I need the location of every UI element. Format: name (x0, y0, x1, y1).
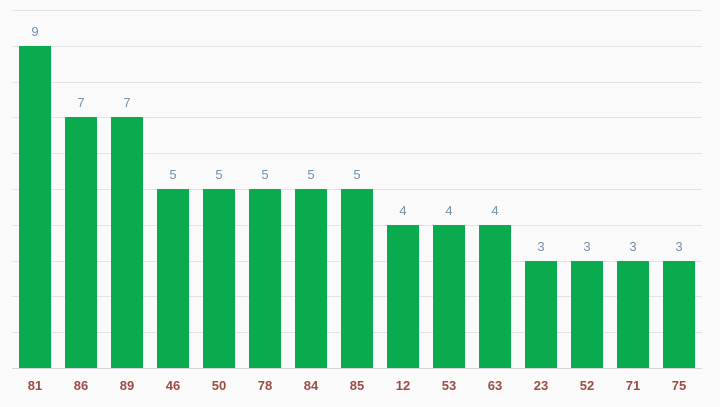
bar[interactable] (157, 189, 189, 368)
bar-value-label: 9 (31, 23, 39, 39)
x-axis-label: 23 (533, 378, 549, 393)
x-axis-label: 81 (27, 378, 43, 393)
bar-value-label: 5 (353, 167, 361, 182)
bar[interactable] (663, 260, 695, 368)
x-axis-label: 46 (165, 378, 181, 393)
bar-value-label: 4 (445, 202, 453, 218)
bar-value-label: 4 (399, 202, 407, 218)
bar-value-label: 5 (215, 167, 223, 182)
x-axis-label: 52 (579, 378, 595, 393)
bar-value-label: 3 (583, 238, 591, 254)
bar-value-label: 4 (491, 202, 499, 218)
x-axis-baseline (12, 368, 702, 369)
chart-plot-area: 9 7 7 5 5 5 5 5 4 4 4 3 3 3 3 (12, 10, 702, 369)
bar-value-label: 7 (77, 95, 85, 111)
bar[interactable] (433, 224, 465, 368)
bar-value-label: 5 (307, 167, 315, 182)
x-axis-label: 71 (625, 378, 641, 393)
bar-value-label: 5 (261, 167, 269, 182)
gridline (12, 45, 702, 47)
gridline (12, 153, 702, 155)
bar-value-label: 3 (629, 238, 637, 254)
x-axis-label: 12 (395, 378, 411, 393)
bar-value-label: 5 (169, 167, 177, 182)
gridline (12, 117, 702, 119)
x-axis-label: 63 (487, 378, 503, 393)
bar[interactable] (617, 260, 649, 368)
x-axis-label: 50 (211, 378, 227, 393)
x-axis-label: 89 (119, 378, 135, 393)
x-axis-label: 86 (73, 378, 89, 393)
x-axis-label: 78 (257, 378, 273, 393)
x-axis-label: 53 (441, 378, 457, 393)
bar[interactable] (19, 45, 51, 368)
bar[interactable] (479, 224, 511, 368)
x-axis-label: 75 (671, 378, 687, 393)
bar[interactable] (111, 117, 143, 368)
bar[interactable] (249, 189, 281, 368)
x-axis-label: 85 (349, 378, 365, 393)
bar-value-label: 3 (537, 238, 545, 254)
gridline (12, 10, 702, 11)
bar[interactable] (387, 224, 419, 368)
gridline (12, 81, 702, 83)
x-axis-label: 84 (303, 378, 319, 393)
bar-value-label: 7 (123, 95, 131, 111)
bar[interactable] (65, 117, 97, 368)
bar[interactable] (571, 260, 603, 368)
bar[interactable] (203, 189, 235, 368)
x-axis: 81 86 89 46 50 78 84 85 12 53 63 23 52 71 75 (12, 376, 702, 396)
bar-value-label: 3 (675, 238, 683, 254)
bar[interactable] (295, 189, 327, 368)
bar[interactable] (341, 189, 373, 368)
bar[interactable] (525, 260, 557, 368)
